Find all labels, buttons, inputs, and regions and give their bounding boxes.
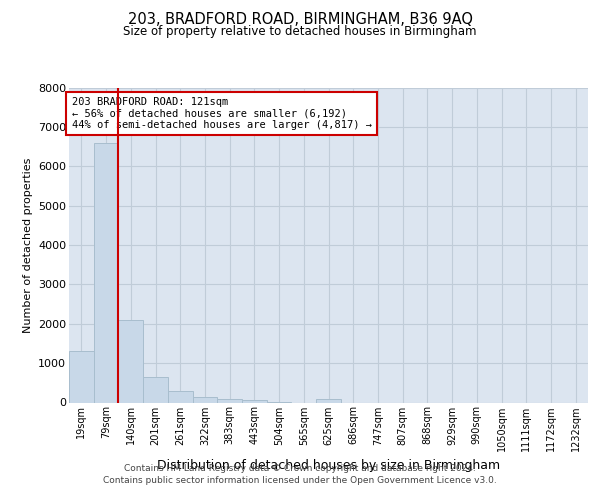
Bar: [316, 400, 341, 402]
Bar: [94, 142, 118, 402]
X-axis label: Distribution of detached houses by size in Birmingham: Distribution of detached houses by size …: [157, 459, 500, 472]
Y-axis label: Number of detached properties: Number of detached properties: [23, 158, 32, 332]
Bar: [69, 352, 94, 403]
Text: Contains public sector information licensed under the Open Government Licence v3: Contains public sector information licen…: [103, 476, 497, 485]
Text: 203 BRADFORD ROAD: 121sqm
← 56% of detached houses are smaller (6,192)
44% of se: 203 BRADFORD ROAD: 121sqm ← 56% of detac…: [71, 97, 371, 130]
Bar: [143, 377, 168, 402]
Bar: [217, 399, 242, 402]
Bar: [242, 400, 267, 402]
Bar: [118, 320, 143, 402]
Bar: [193, 396, 217, 402]
Text: Contains HM Land Registry data © Crown copyright and database right 2024.: Contains HM Land Registry data © Crown c…: [124, 464, 476, 473]
Text: 203, BRADFORD ROAD, BIRMINGHAM, B36 9AQ: 203, BRADFORD ROAD, BIRMINGHAM, B36 9AQ: [128, 12, 473, 28]
Bar: [168, 390, 193, 402]
Text: Size of property relative to detached houses in Birmingham: Size of property relative to detached ho…: [123, 25, 477, 38]
